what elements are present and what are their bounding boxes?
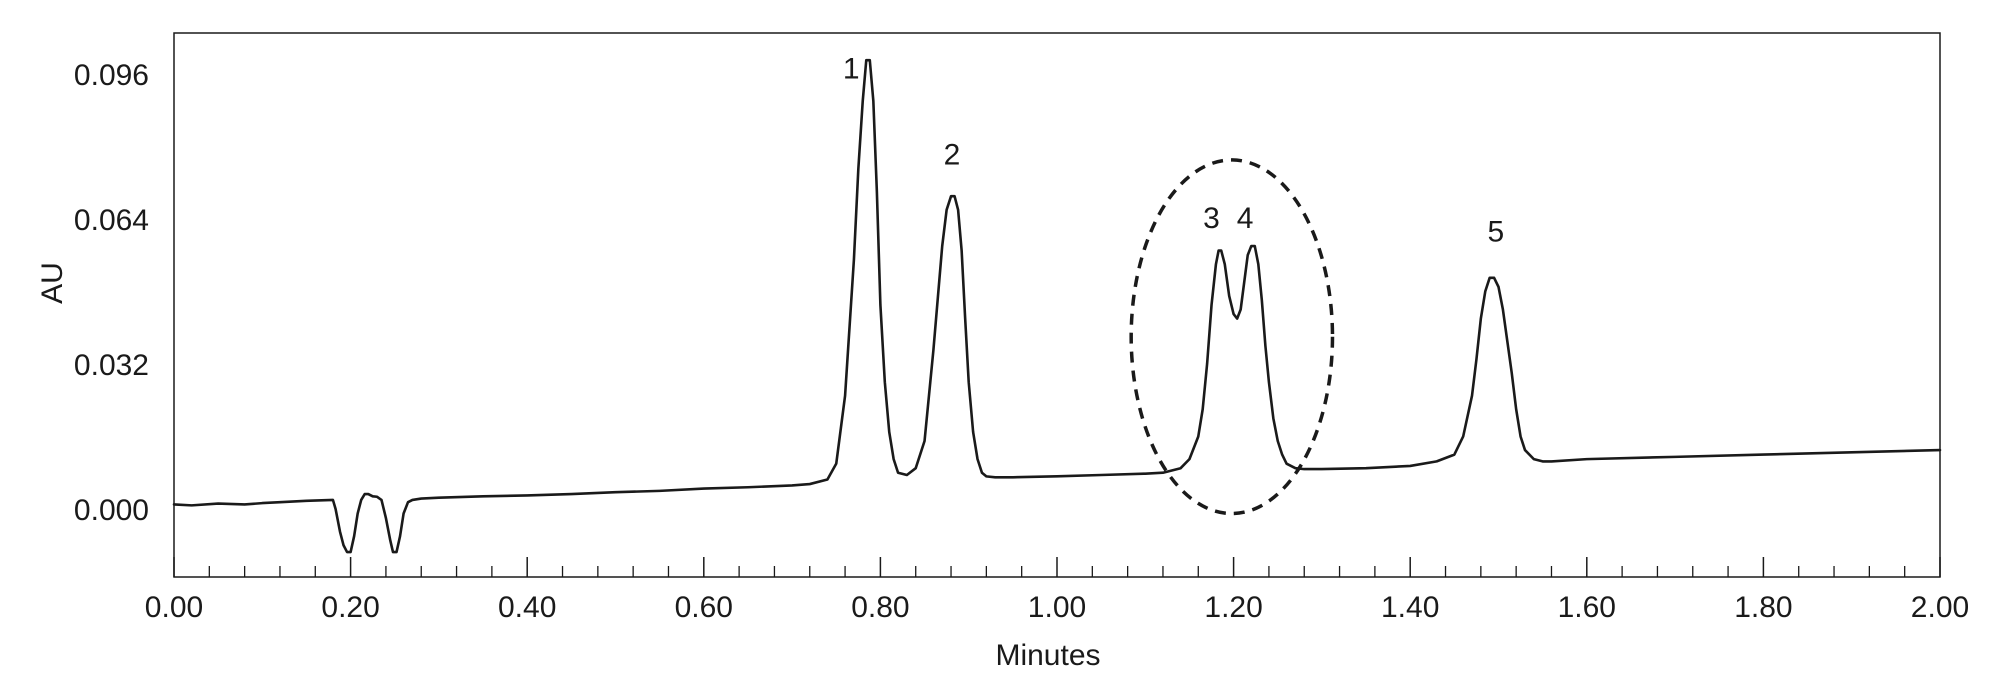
y-tick-label: 0.032 (74, 349, 149, 382)
plot-frame (173, 32, 1941, 578)
y-axis-title: AU (36, 262, 69, 304)
peak-label: 4 (1237, 202, 1254, 235)
x-tick-label: 1.40 (1381, 591, 1439, 624)
x-axis: 0.00 0.20 0.40 0.60 0.80 1.00 1.20 1.40 1.60 1.80… (145, 557, 1969, 624)
x-tick-label: 0.20 (321, 591, 379, 624)
x-axis-title: Minutes (995, 639, 1100, 672)
x-tick-label: 0.00 (145, 591, 203, 624)
y-axis: 0.000 0.032 0.064 0.096 (74, 59, 149, 527)
x-tick-label: 1.00 (1028, 591, 1086, 624)
x-tick-label: 0.60 (675, 591, 733, 624)
peak-label: 1 (843, 52, 860, 85)
annotation-layer: 1 2 3 4 5 (843, 52, 1505, 516)
x-tick-label: 2.00 (1911, 591, 1969, 624)
x-tick-label: 0.80 (851, 591, 909, 624)
y-tick-label: 0.000 (74, 494, 149, 527)
chromatogram-trace (172, 58, 1942, 554)
y-tick-label: 0.096 (74, 59, 149, 92)
peak-label: 3 (1203, 202, 1220, 235)
peak-label: 2 (944, 138, 961, 171)
x-tick-label: 1.20 (1204, 591, 1262, 624)
x-tick-label: 1.80 (1734, 591, 1792, 624)
y-tick-label: 0.064 (74, 204, 149, 237)
plot-area (173, 32, 1941, 578)
series-layer (172, 58, 1942, 554)
peak-label: 5 (1488, 216, 1505, 249)
x-tick-label: 0.40 (498, 591, 556, 624)
x-tick-label: 1.60 (1558, 591, 1616, 624)
highlight-ellipse (1129, 158, 1335, 516)
